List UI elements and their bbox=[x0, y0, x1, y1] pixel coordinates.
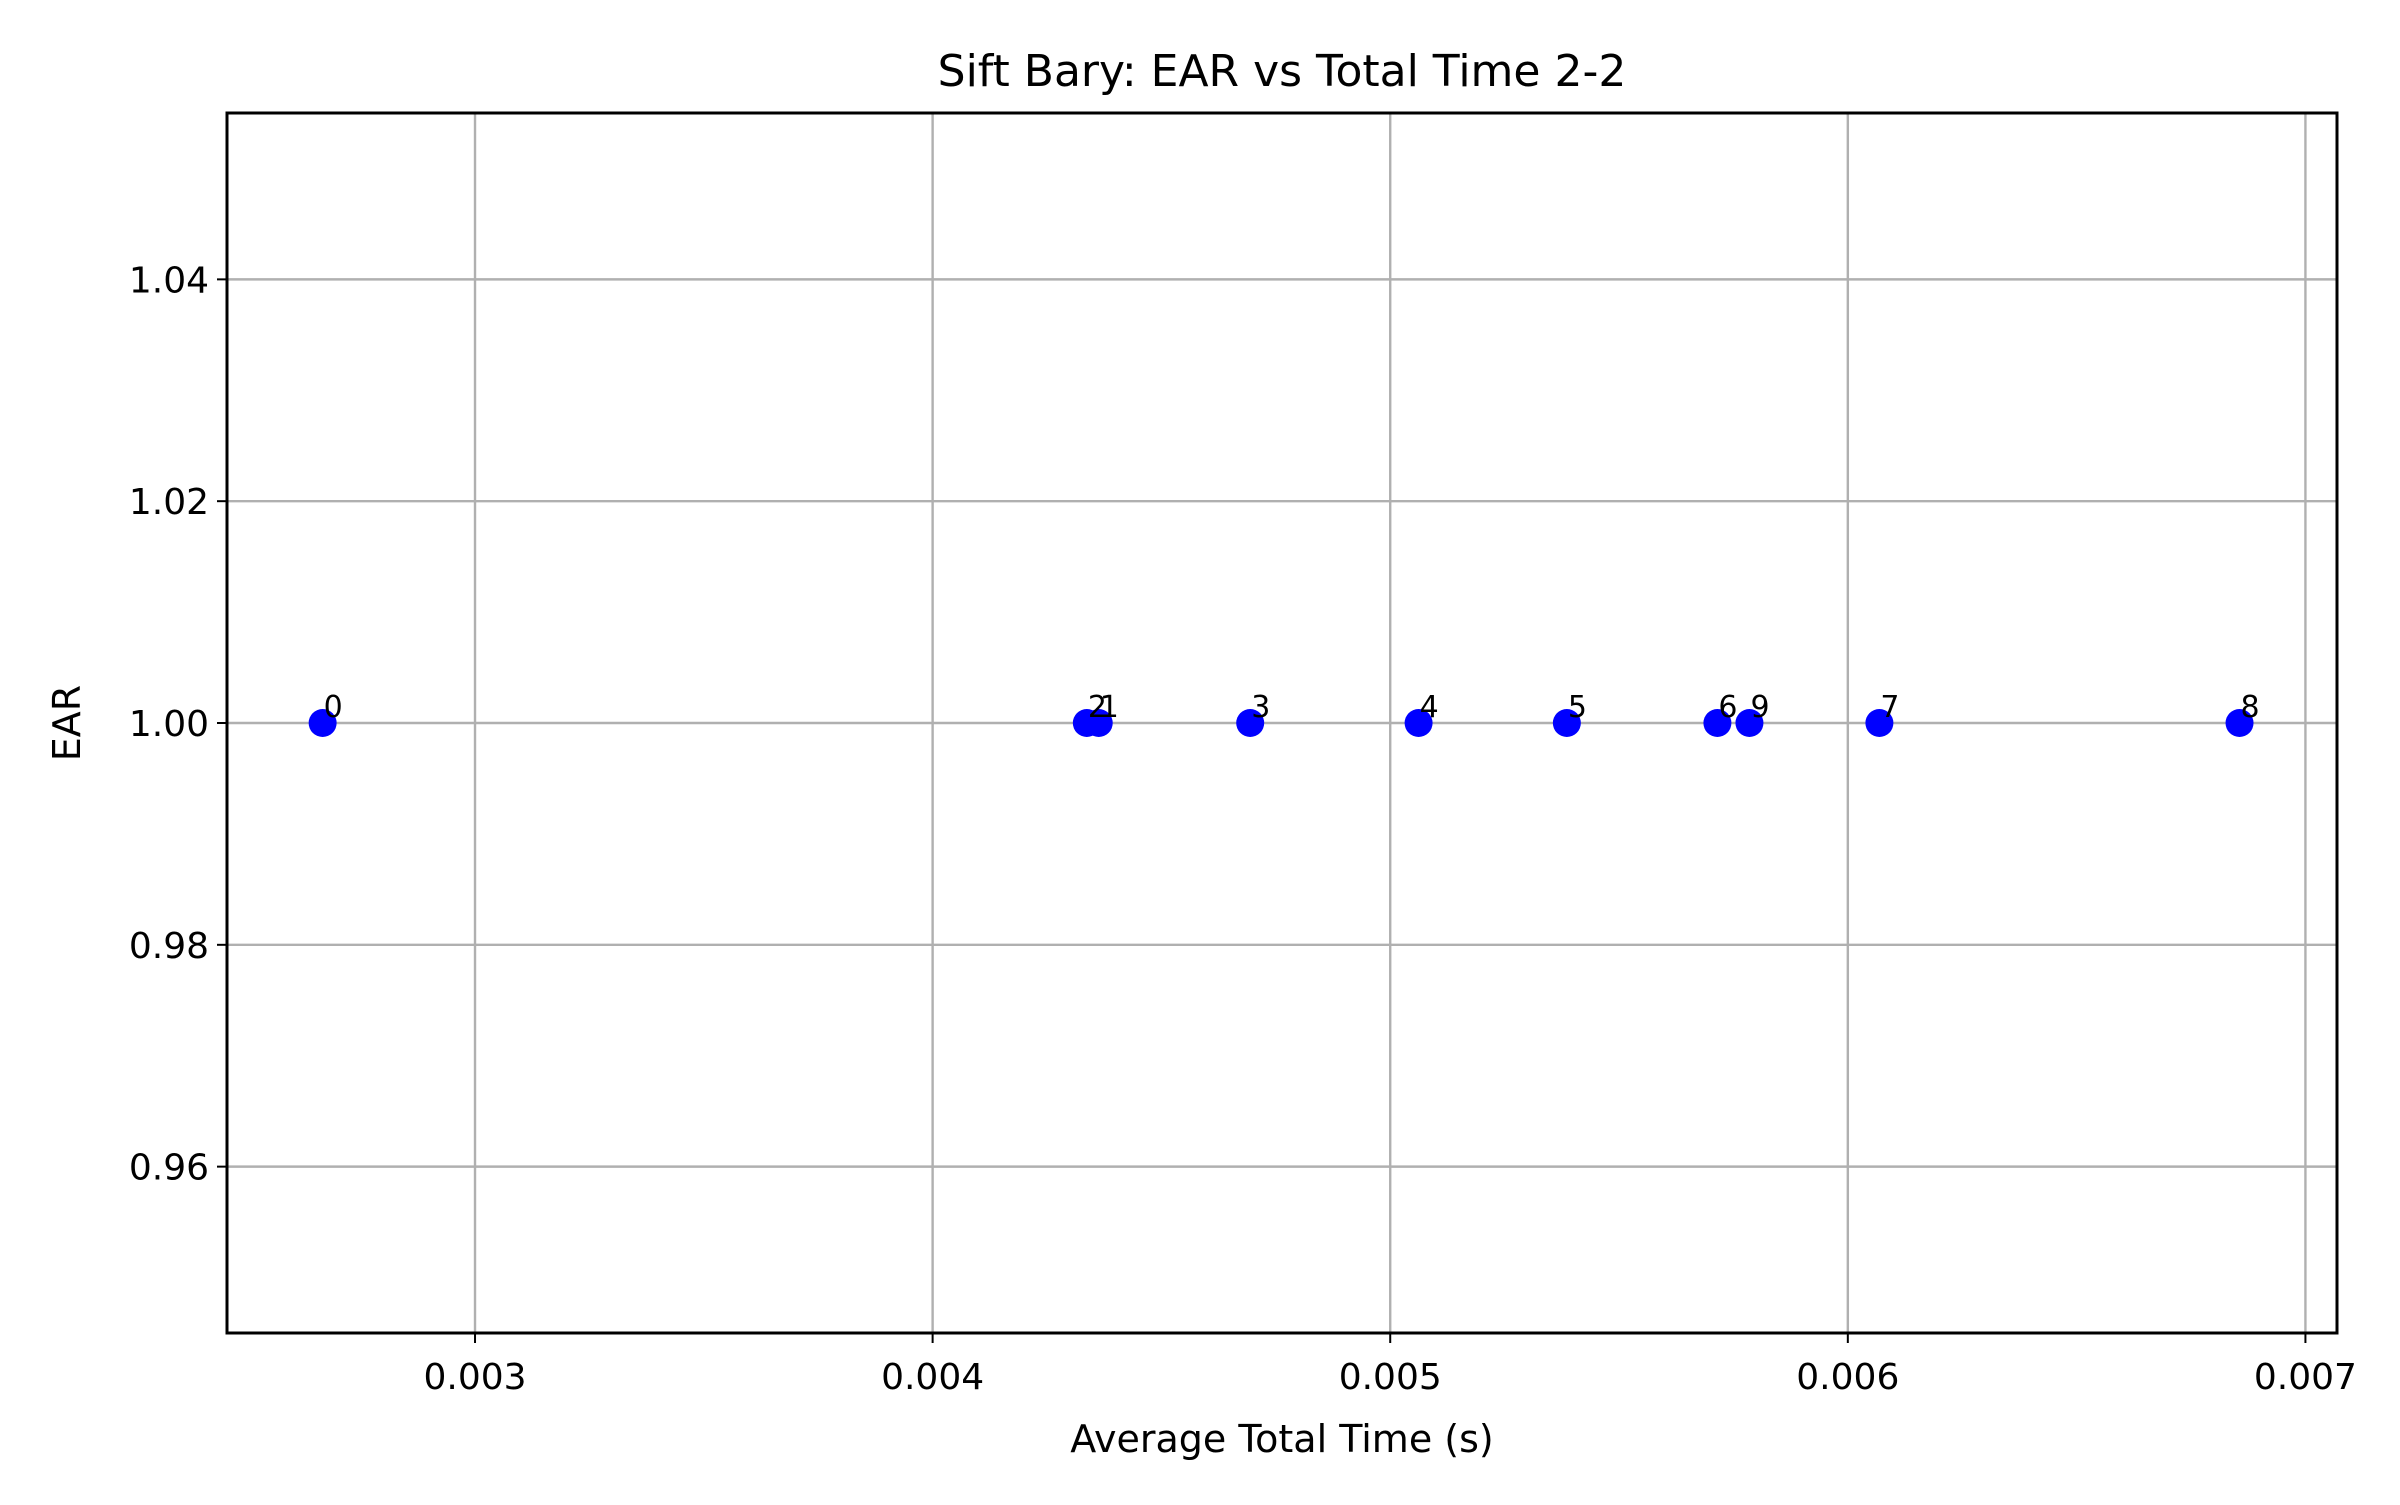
points-layer: 0 12 3 4 5 6 7 8 9 bbox=[308, 690, 2260, 737]
x-tick-label: 0.006 bbox=[1796, 1357, 1899, 1398]
data-point-2 bbox=[1072, 709, 1101, 737]
data-point-label-5: 5 bbox=[1568, 690, 1587, 725]
y-axis-label: EAR bbox=[45, 685, 89, 761]
data-point-label-8: 8 bbox=[2241, 690, 2260, 725]
data-point-5 bbox=[1552, 709, 1581, 737]
data-point-label-1: 1 bbox=[1100, 690, 1119, 725]
y-tick-label: 0.98 bbox=[129, 926, 209, 967]
chart-title: Sift Bary: EAR vs Total Time 2-2 bbox=[938, 46, 1627, 97]
data-point-3 bbox=[1236, 709, 1265, 737]
data-point-label-0: 0 bbox=[324, 690, 343, 725]
y-tick-label: 0.96 bbox=[129, 1148, 209, 1189]
y-tick-label: 1.00 bbox=[129, 704, 209, 745]
data-point-label-2: 2 bbox=[1088, 690, 1107, 725]
data-point-label-6: 6 bbox=[1718, 690, 1737, 725]
data-point-label-7: 7 bbox=[1880, 690, 1899, 725]
ticks-layer: 0.003 0.004 0.005 0.006 0.007 0.96 0.98 1.00 1.0… bbox=[129, 260, 2357, 1398]
data-point-7 bbox=[1865, 709, 1894, 737]
data-point-4 bbox=[1404, 709, 1433, 737]
data-point-6 bbox=[1703, 709, 1732, 737]
x-tick-label: 0.005 bbox=[1339, 1357, 1442, 1398]
x-tick-label: 0.003 bbox=[423, 1357, 526, 1398]
x-tick-label: 0.007 bbox=[2254, 1357, 2357, 1398]
data-point-8 bbox=[2225, 709, 2254, 737]
grid-layer bbox=[227, 113, 2337, 1333]
data-point-label-4: 4 bbox=[1420, 690, 1439, 725]
data-point-label-9: 9 bbox=[1750, 690, 1769, 725]
x-tick-label: 0.004 bbox=[881, 1357, 984, 1398]
data-point-label-3: 3 bbox=[1251, 690, 1270, 725]
data-point-9 bbox=[1735, 709, 1764, 737]
x-axis-label: Average Total Time (s) bbox=[1070, 1417, 1493, 1461]
data-point-0 bbox=[308, 709, 337, 737]
y-tick-label: 1.02 bbox=[129, 482, 209, 523]
y-tick-label: 1.04 bbox=[129, 260, 209, 301]
